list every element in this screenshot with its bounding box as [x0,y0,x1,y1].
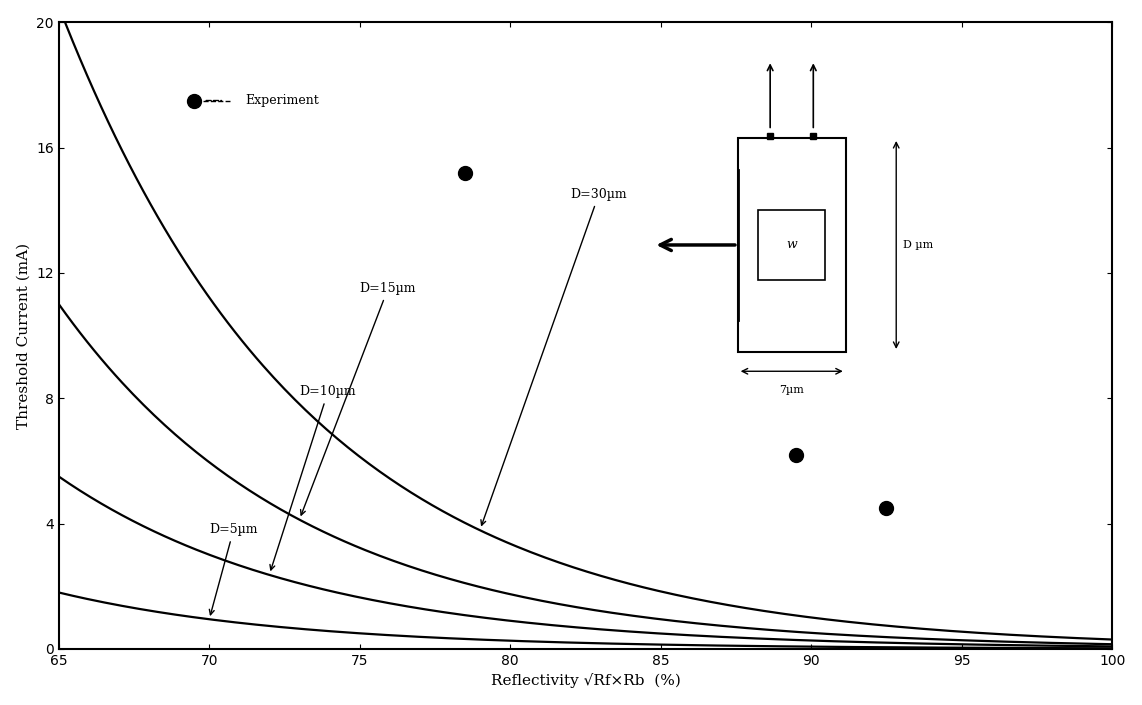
Y-axis label: Threshold Current (mA): Threshold Current (mA) [17,243,31,429]
Text: D=5µm: D=5µm [209,523,258,615]
Text: Experiment: Experiment [246,94,319,107]
Text: D=15µm: D=15µm [300,282,417,515]
X-axis label: Reflectivity √Rf×Rb  (%): Reflectivity √Rf×Rb (%) [491,673,681,688]
Text: D=10µm: D=10µm [270,386,356,570]
Text: D=30µm: D=30µm [481,188,627,525]
